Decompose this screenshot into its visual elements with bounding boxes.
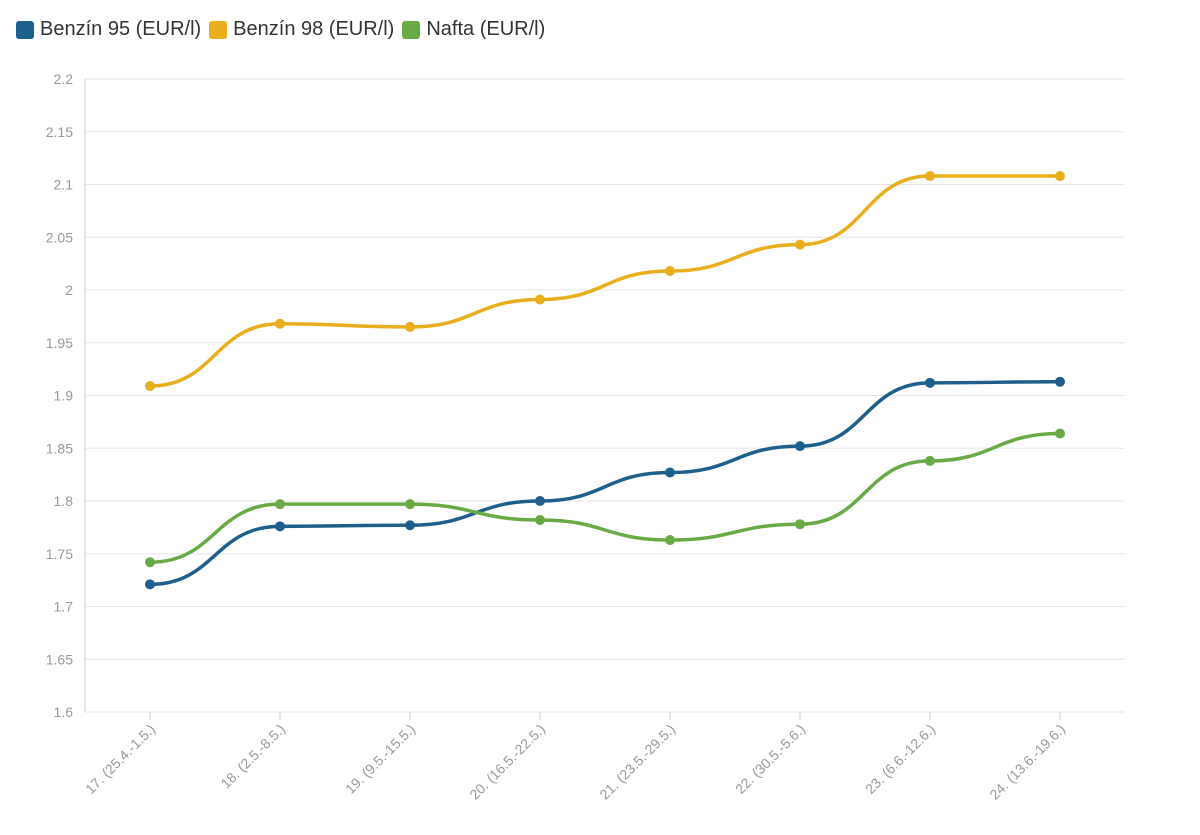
y-tick-label: 2.15 [46, 124, 73, 140]
data-point-benzin98 [405, 321, 415, 332]
data-point-benzin95 [1055, 376, 1065, 387]
x-tick-label: 19. (9.5.-15.5.) [342, 721, 418, 797]
y-tick-label: 1.9 [54, 388, 74, 404]
y-tick-label: 1.85 [46, 440, 73, 456]
series-line-benzin95 [148, 380, 1062, 587]
chart-legend: Benzín 95 (EUR/l) Benzín 98 (EUR/l) Naft… [16, 18, 545, 41]
data-point-nafta [405, 499, 415, 510]
legend-swatch-benzin-98 [209, 20, 228, 39]
data-point-benzin98 [275, 318, 285, 329]
data-point-nafta [925, 455, 935, 466]
data-point-benzin98 [535, 294, 545, 305]
legend-label-benzin-95: Benzín 95 (EUR/l) [40, 18, 202, 40]
x-tick-label: 24. (13.6.-19.6.) [986, 721, 1068, 803]
y-tick-label: 2.1 [54, 177, 74, 193]
data-point-benzin95 [795, 441, 805, 452]
data-point-nafta [665, 535, 675, 546]
y-tick-label: 1.7 [54, 599, 74, 615]
data-point-benzin98 [925, 171, 935, 182]
x-tick-label: 17. (25.4.-1.5.) [82, 721, 158, 797]
data-point-benzin98 [145, 381, 155, 392]
data-point-benzin95 [275, 521, 285, 532]
x-tick-label: 18. (2.5.-8.5.) [217, 721, 288, 792]
data-point-nafta [1055, 428, 1065, 439]
legend-swatch-nafta [402, 20, 421, 39]
y-tick-label: 1.6 [54, 704, 74, 720]
legend-item-nafta[interactable]: Nafta (EUR/l) [402, 18, 545, 41]
data-point-nafta [145, 557, 155, 568]
y-tick-label: 1.95 [46, 335, 73, 351]
data-point-benzin98 [665, 266, 675, 277]
data-point-benzin95 [925, 377, 935, 388]
data-point-benzin98 [1055, 171, 1065, 182]
legend-item-benzin-98[interactable]: Benzín 98 (EUR/l) [209, 18, 394, 41]
data-point-nafta [795, 519, 805, 530]
y-tick-label: 2 [65, 282, 73, 298]
y-tick-label: 1.75 [46, 546, 73, 562]
y-tick-label: 1.8 [54, 493, 74, 509]
series-line-nafta [148, 431, 1062, 564]
x-tick-label: 20. (16.5.-22.5.) [466, 721, 548, 803]
data-point-benzin95 [665, 467, 675, 478]
data-point-nafta [535, 514, 545, 525]
data-point-nafta [275, 499, 285, 510]
y-tick-label: 1.65 [46, 651, 73, 667]
y-tick-label: 2.05 [46, 229, 73, 245]
x-tick-label: 22. (30.5.-5.6.) [732, 721, 808, 797]
data-point-benzin95 [145, 579, 155, 590]
legend-swatch-benzin-95 [16, 20, 34, 39]
data-point-benzin98 [795, 239, 805, 250]
y-tick-label: 2.2 [54, 71, 74, 87]
data-point-benzin95 [405, 520, 415, 531]
x-tick-label: 23. (6.6.-12.6.) [862, 721, 938, 797]
legend-label-nafta: Nafta (EUR/l) [426, 18, 546, 40]
legend-label-benzin-98: Benzín 98 (EUR/l) [233, 18, 395, 40]
series-line-benzin98 [148, 174, 1062, 388]
legend-item-benzin-95[interactable]: Benzín 95 (EUR/l) [16, 18, 201, 41]
x-tick-label: 21. (23.5.-29.5.) [596, 721, 678, 803]
data-point-benzin95 [535, 496, 545, 506]
